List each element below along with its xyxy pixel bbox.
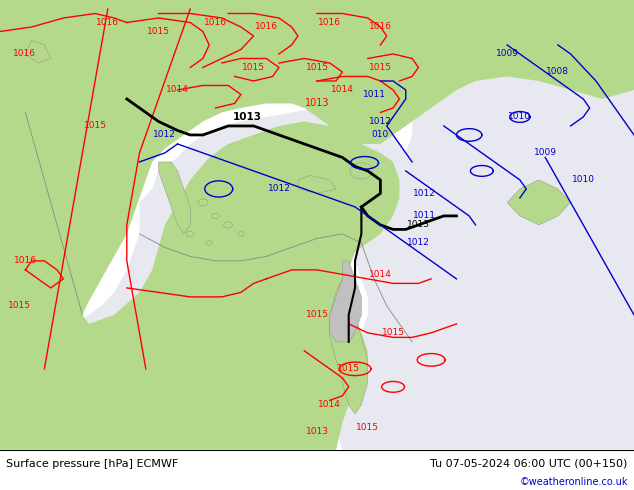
Circle shape	[350, 163, 373, 179]
Text: 1013: 1013	[407, 220, 430, 229]
Text: 1013: 1013	[233, 112, 262, 122]
Text: 010: 010	[372, 130, 389, 140]
Polygon shape	[330, 0, 634, 450]
Text: 1015: 1015	[369, 63, 392, 72]
Text: 1008: 1008	[547, 68, 569, 76]
Polygon shape	[298, 175, 336, 194]
Text: 1012: 1012	[413, 189, 436, 198]
Text: 1016: 1016	[14, 256, 37, 266]
Text: 1011: 1011	[363, 90, 385, 99]
Text: ©weatheronline.co.uk: ©weatheronline.co.uk	[519, 477, 628, 487]
Text: 1013: 1013	[306, 427, 328, 436]
Circle shape	[206, 241, 212, 245]
Circle shape	[186, 231, 194, 237]
Text: 1015: 1015	[337, 365, 360, 373]
Polygon shape	[158, 162, 190, 234]
Circle shape	[198, 199, 208, 206]
Text: 1015: 1015	[382, 328, 404, 338]
Text: 1015: 1015	[242, 63, 265, 72]
Text: 1016: 1016	[96, 18, 119, 27]
Text: 1014: 1014	[331, 85, 354, 95]
Text: 1016: 1016	[369, 23, 392, 31]
Text: 1016: 1016	[318, 18, 341, 27]
Text: 1012: 1012	[153, 130, 176, 140]
Text: 1010: 1010	[572, 175, 595, 184]
Polygon shape	[0, 0, 82, 414]
Text: 1016: 1016	[255, 23, 278, 31]
Polygon shape	[330, 279, 368, 414]
Text: Tu 07-05-2024 06:00 UTC (00+150): Tu 07-05-2024 06:00 UTC (00+150)	[430, 459, 628, 469]
Text: 1012: 1012	[369, 117, 392, 126]
Text: 1014: 1014	[318, 400, 341, 409]
Text: 1015: 1015	[147, 27, 170, 36]
Text: 1011: 1011	[413, 211, 436, 220]
Text: 1013: 1013	[305, 98, 329, 108]
Text: 1015: 1015	[8, 301, 30, 310]
Circle shape	[212, 213, 219, 219]
Text: 1012: 1012	[407, 239, 430, 247]
Polygon shape	[25, 41, 51, 63]
Text: 1012: 1012	[268, 184, 290, 194]
Text: 1016: 1016	[204, 18, 227, 27]
Circle shape	[238, 232, 244, 236]
Polygon shape	[0, 0, 412, 414]
Circle shape	[224, 222, 233, 228]
Polygon shape	[0, 0, 634, 450]
Text: 1010: 1010	[508, 112, 531, 122]
Polygon shape	[330, 261, 361, 342]
Text: 1016: 1016	[13, 49, 36, 58]
Text: 1014: 1014	[166, 85, 189, 95]
Text: 1009: 1009	[534, 148, 557, 157]
Polygon shape	[507, 180, 571, 225]
Text: 1014: 1014	[369, 270, 392, 279]
Text: 1015: 1015	[84, 122, 107, 130]
Text: 1009: 1009	[496, 49, 519, 58]
Text: 1015: 1015	[306, 63, 328, 72]
Text: Surface pressure [hPa] ECMWF: Surface pressure [hPa] ECMWF	[6, 459, 179, 469]
Text: 1015: 1015	[306, 310, 328, 319]
Text: 1015: 1015	[356, 423, 379, 432]
